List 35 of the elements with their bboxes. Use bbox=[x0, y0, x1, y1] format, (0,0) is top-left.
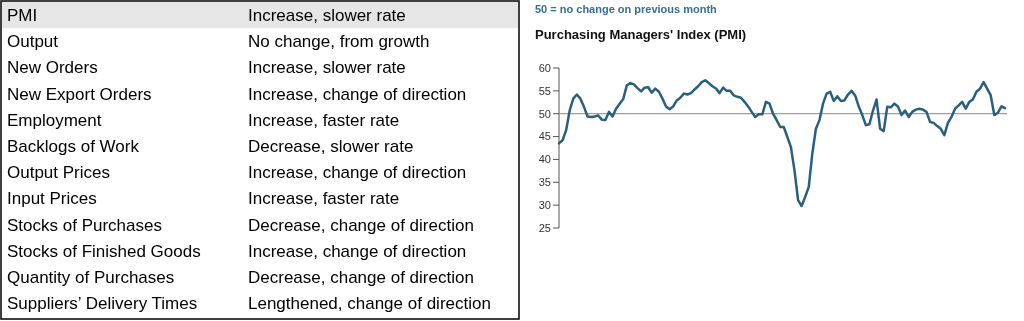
category-label: Backlogs of Work bbox=[7, 137, 140, 156]
text: Increase, change of direction bbox=[248, 163, 467, 183]
category-label: New Orders bbox=[7, 58, 98, 78]
category-label: PMI bbox=[7, 6, 38, 25]
text: Increase, slower rate bbox=[248, 6, 406, 25]
category-label: Employment bbox=[7, 110, 102, 130]
category-label: Output Prices bbox=[7, 163, 110, 183]
category-label: Suppliers’ Delivery Times bbox=[7, 294, 198, 314]
text: Decrease, change of direction bbox=[248, 268, 474, 287]
y-tick-label: 60 bbox=[538, 61, 551, 74]
line-series bbox=[557, 79, 1007, 208]
text: Decrease, change of direction bbox=[248, 215, 474, 235]
text: Decrease, slower rate bbox=[248, 137, 414, 156]
y-tick-label: 25 bbox=[538, 221, 551, 234]
y-tick-label: 35 bbox=[538, 176, 551, 189]
y-tick-label: 45 bbox=[538, 130, 551, 143]
text: Increase, faster rate bbox=[248, 189, 400, 209]
text: 50 = no change on previous month bbox=[535, 3, 718, 15]
text: Increase, change of direction bbox=[248, 84, 467, 104]
category-label: Quantity of Purchases bbox=[7, 268, 175, 287]
text: No change, from growth bbox=[248, 32, 430, 52]
y-tick-label: 55 bbox=[538, 84, 551, 97]
text: Increase, slower rate bbox=[248, 58, 406, 78]
text: Increase, faster rate bbox=[248, 110, 400, 130]
category-label: Output bbox=[7, 32, 59, 52]
y-tick-label: 40 bbox=[538, 153, 551, 166]
text: Lengthened, change of direction bbox=[248, 294, 491, 314]
category-label: New Export Orders bbox=[7, 84, 152, 104]
text: Increase, change of direction bbox=[248, 241, 467, 261]
y-tick-label: 50 bbox=[538, 107, 551, 120]
category-label: Input Prices bbox=[7, 189, 97, 209]
y-tick-label: 30 bbox=[538, 198, 551, 211]
chart-title: Purchasing Managers' Index (PMI) bbox=[535, 27, 747, 42]
category-label: Stocks of Purchases bbox=[7, 215, 162, 235]
category-label: Stocks of Finished Goods bbox=[7, 241, 201, 261]
